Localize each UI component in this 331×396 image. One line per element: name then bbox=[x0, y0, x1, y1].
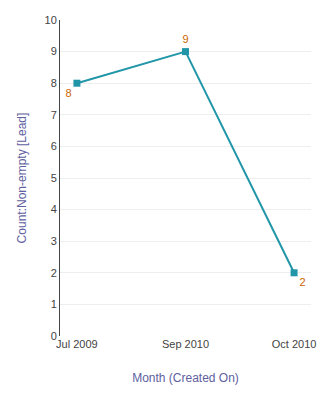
svg-text:Jul 2009: Jul 2009 bbox=[56, 338, 98, 350]
svg-text:1: 1 bbox=[51, 298, 57, 310]
svg-text:2: 2 bbox=[51, 267, 57, 279]
svg-text:6: 6 bbox=[51, 140, 57, 152]
svg-text:Sep 2010: Sep 2010 bbox=[162, 338, 209, 350]
svg-text:Oct 2010: Oct 2010 bbox=[272, 338, 317, 350]
svg-text:9: 9 bbox=[182, 33, 188, 45]
svg-text:Count:Non-empty [Lead]: Count:Non-empty [Lead] bbox=[15, 113, 29, 244]
svg-text:5: 5 bbox=[51, 172, 57, 184]
svg-text:8: 8 bbox=[51, 77, 57, 89]
svg-text:Month (Created On): Month (Created On) bbox=[132, 371, 239, 385]
svg-text:7: 7 bbox=[51, 109, 57, 121]
svg-text:0: 0 bbox=[51, 330, 57, 342]
svg-text:10: 10 bbox=[45, 14, 57, 26]
svg-text:2: 2 bbox=[299, 276, 305, 288]
svg-text:3: 3 bbox=[51, 235, 57, 247]
svg-text:9: 9 bbox=[51, 45, 57, 57]
svg-text:8: 8 bbox=[65, 87, 71, 99]
svg-text:4: 4 bbox=[51, 203, 57, 215]
